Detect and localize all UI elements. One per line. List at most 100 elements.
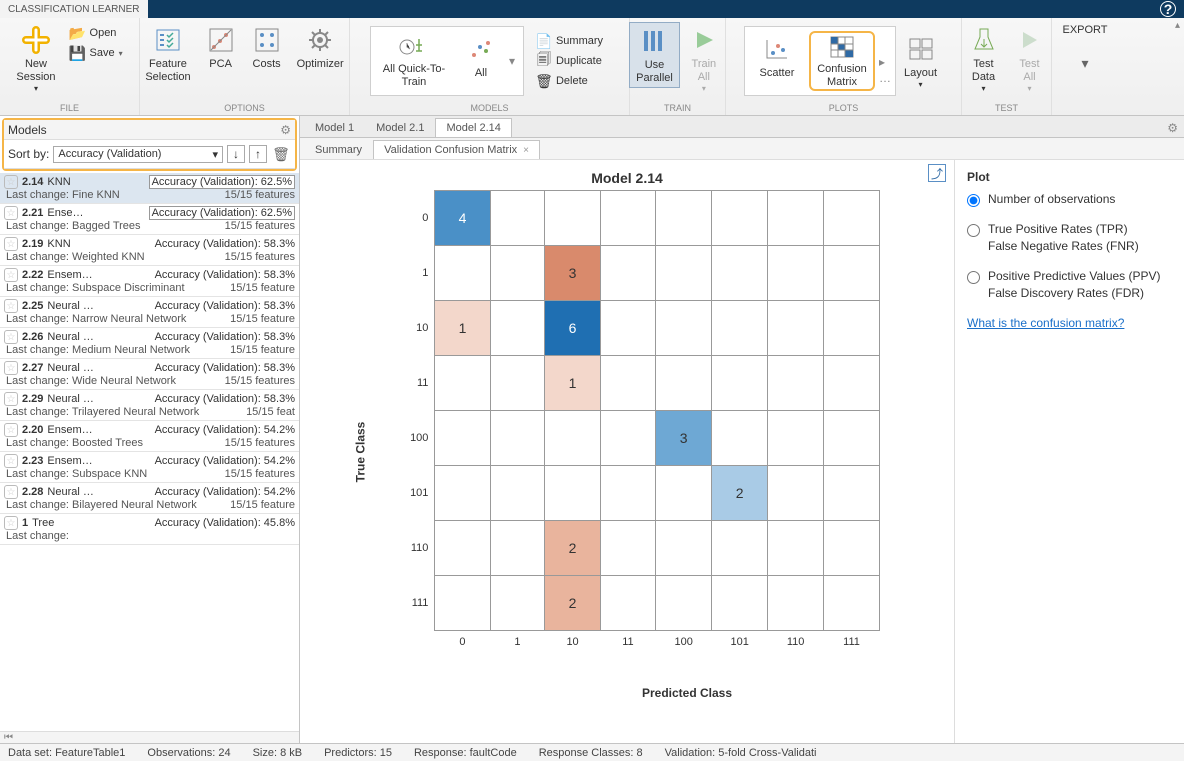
matrix-cell	[490, 191, 545, 246]
tab-model-2-14[interactable]: Model 2.14	[435, 118, 511, 137]
star-icon[interactable]: ☆	[4, 485, 18, 499]
star-icon[interactable]: ☆	[4, 330, 18, 344]
model-list[interactable]: ☆ 2.14 KNNAccuracy (Validation): 62.5%La…	[0, 173, 299, 731]
plot-options-panel: Plot Number of observations True Positiv…	[954, 160, 1184, 743]
layout-button[interactable]: Layout▾	[898, 31, 943, 92]
scatter-icon	[465, 33, 497, 65]
title-bar: CLASSIFICATION LEARNER ?	[0, 0, 1184, 18]
matrix-cell	[824, 411, 880, 466]
model-item[interactable]: ☆ 2.25 Neural …Accuracy (Validation): 58…	[0, 297, 299, 328]
export-button[interactable]: EXPORT▾	[1056, 22, 1113, 74]
matrix-cell	[490, 356, 545, 411]
model-item[interactable]: ☆ 2.20 Ensem…Accuracy (Validation): 54.2…	[0, 421, 299, 452]
x-tick: 0	[435, 631, 490, 653]
scatter-plot-button[interactable]: Scatter	[749, 31, 805, 91]
optimizer-button[interactable]: Optimizer	[291, 22, 350, 73]
confusion-matrix-button[interactable]: Confusion Matrix	[809, 31, 875, 91]
y-tick: 101	[400, 466, 435, 521]
costs-button[interactable]: Costs	[245, 22, 289, 73]
ribbon-collapse-icon[interactable]: ▴	[1175, 20, 1180, 31]
subtab-confusion-matrix[interactable]: Validation Confusion Matrix×	[373, 140, 540, 159]
model-item[interactable]: ☆ 2.22 Ensem…Accuracy (Validation): 58.3…	[0, 266, 299, 297]
duplicate-button[interactable]: 🗐Duplicate	[532, 52, 607, 70]
model-item[interactable]: ☆ 1 TreeAccuracy (Validation): 45.8%Last…	[0, 514, 299, 545]
star-icon[interactable]: ☆	[4, 175, 18, 189]
star-icon[interactable]: ☆	[4, 206, 18, 220]
star-icon[interactable]: ☆	[4, 454, 18, 468]
folder-open-icon: 📂	[70, 25, 86, 41]
model-item[interactable]: ☆ 2.14 KNNAccuracy (Validation): 62.5%La…	[0, 173, 299, 204]
star-icon[interactable]: ☆	[4, 516, 18, 530]
export-plot-icon[interactable]: ⤴	[928, 164, 946, 182]
radio-tpr-fnr[interactable]	[967, 224, 980, 237]
tab-model-2-1[interactable]: Model 2.1	[365, 118, 435, 137]
delete-model-button[interactable]: 🗑	[271, 144, 291, 164]
new-session-button[interactable]: New Session▾	[10, 22, 61, 96]
star-icon[interactable]: ☆	[4, 361, 18, 375]
matrix-cell	[656, 301, 712, 356]
panel-gear-icon[interactable]: ⚙	[280, 123, 291, 137]
star-icon[interactable]: ☆	[4, 392, 18, 406]
confusion-matrix-grid: 0413101611110031012110211120110111001011…	[400, 190, 880, 653]
open-button[interactable]: 📂Open	[66, 24, 127, 42]
sort-select[interactable]: Accuracy (Validation)▾	[53, 146, 223, 163]
use-parallel-button[interactable]: Use Parallel	[629, 22, 680, 88]
beaker-down-icon	[968, 24, 1000, 56]
scroll-left-icon[interactable]: ⏮	[4, 732, 13, 743]
all-quick-to-train-button[interactable]: All Quick-To- Train	[375, 31, 453, 91]
sort-desc-button[interactable]: ↓	[227, 145, 245, 163]
matrix-cell	[435, 521, 490, 576]
confusion-matrix-help-link[interactable]: What is the confusion matrix?	[967, 316, 1124, 330]
summary-button[interactable]: 📄Summary	[532, 32, 607, 50]
x-tick: 10	[545, 631, 600, 653]
model-item[interactable]: ☆ 2.29 Neural …Accuracy (Validation): 58…	[0, 390, 299, 421]
matrix-cell	[656, 521, 712, 576]
tab-gear-icon[interactable]: ⚙	[1161, 119, 1184, 137]
all-models-button[interactable]: All	[457, 31, 505, 91]
matrix-cell	[768, 246, 824, 301]
model-item[interactable]: ☆ 2.19 KNNAccuracy (Validation): 58.3%La…	[0, 235, 299, 266]
subtab-summary[interactable]: Summary	[304, 140, 373, 159]
delete-button[interactable]: 🗑Delete	[532, 72, 607, 90]
workspace: Models ⚙ Sort by: Accuracy (Validation)▾…	[0, 116, 1184, 743]
y-tick: 11	[400, 356, 435, 411]
radio-ppv-fdr[interactable]	[967, 271, 980, 284]
star-icon[interactable]: ☆	[4, 423, 18, 437]
model-item[interactable]: ☆ 2.21 Ense…Accuracy (Validation): 62.5%…	[0, 204, 299, 235]
star-icon[interactable]: ☆	[4, 268, 18, 282]
matrix-cell	[656, 466, 712, 521]
sort-asc-button[interactable]: ↑	[249, 145, 267, 163]
pca-button[interactable]: PCA	[199, 22, 243, 73]
matrix-cell	[712, 356, 768, 411]
model-item[interactable]: ☆ 2.26 Neural …Accuracy (Validation): 58…	[0, 328, 299, 359]
y-tick: 1	[400, 246, 435, 301]
star-icon[interactable]: ☆	[4, 299, 18, 313]
matrix-cell	[824, 466, 880, 521]
matrix-cell	[490, 411, 545, 466]
test-data-button[interactable]: Test Data▾	[962, 22, 1006, 96]
matrix-cell: 1	[435, 301, 490, 356]
star-icon[interactable]: ☆	[4, 237, 18, 251]
stopwatch-tree-icon	[398, 33, 430, 61]
status-validation: Validation: 5-fold Cross-Validati	[665, 747, 817, 759]
model-item[interactable]: ☆ 2.27 Neural …Accuracy (Validation): 58…	[0, 359, 299, 390]
test-all-button[interactable]: Test All▾	[1008, 22, 1052, 96]
matrix-cell	[768, 301, 824, 356]
main-area: Model 1 Model 2.1 Model 2.14 ⚙ Summary V…	[300, 116, 1184, 743]
close-tab-icon[interactable]: ×	[523, 145, 529, 156]
sort-row: Sort by: Accuracy (Validation)▾ ↓ ↑ 🗑	[4, 140, 295, 169]
y-tick: 111	[400, 576, 435, 631]
help-icon[interactable]: ?	[1160, 1, 1176, 17]
model-item[interactable]: ☆ 2.23 Ensem…Accuracy (Validation): 54.2…	[0, 452, 299, 483]
train-all-button[interactable]: Train All▾	[682, 22, 726, 96]
copy-icon: 🗐	[536, 53, 552, 69]
save-button[interactable]: 💾Save	[66, 44, 127, 62]
feature-selection-button[interactable]: Feature Selection	[139, 22, 196, 86]
matrix-cell	[490, 466, 545, 521]
save-icon: 💾	[70, 45, 86, 61]
radio-num-obs[interactable]	[967, 194, 980, 207]
matrix-cell	[490, 246, 545, 301]
model-item[interactable]: ☆ 2.28 Neural …Accuracy (Validation): 54…	[0, 483, 299, 514]
tab-model-1[interactable]: Model 1	[304, 118, 365, 137]
document-lines-icon: 📄	[536, 33, 552, 49]
